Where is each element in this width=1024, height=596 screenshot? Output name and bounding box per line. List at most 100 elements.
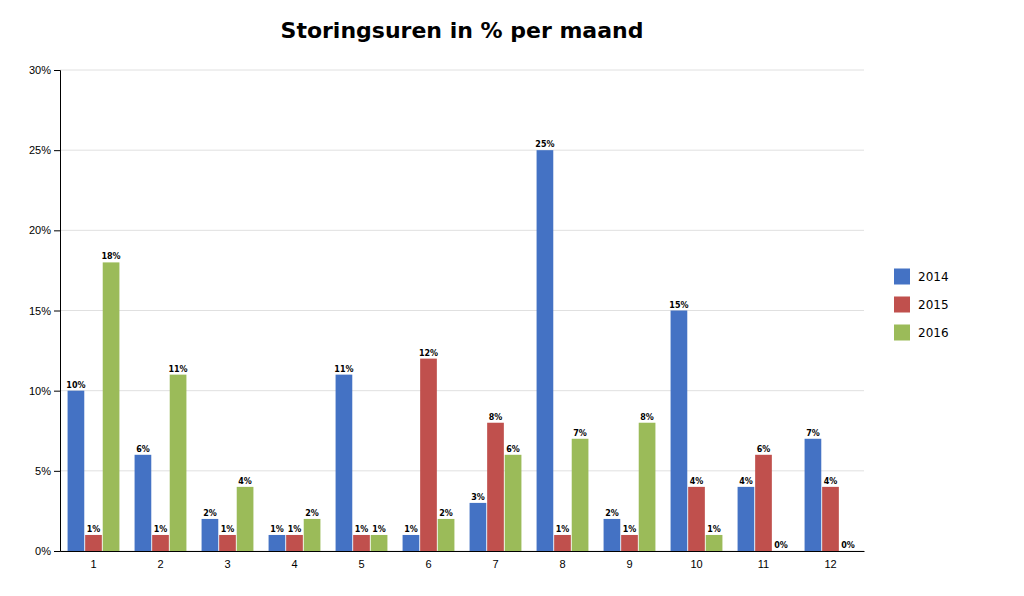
y-tick: 20% xyxy=(29,224,60,236)
x-tick: 3 xyxy=(224,558,230,570)
data-label: 1% xyxy=(372,525,386,534)
y-tick: 25% xyxy=(29,144,60,156)
x-tick-label: 8 xyxy=(559,558,565,570)
data-label: 7% xyxy=(806,429,820,438)
y-tick-mark xyxy=(54,150,60,151)
x-tick-label: 7 xyxy=(492,558,498,570)
grid xyxy=(60,70,864,551)
y-tick-mark xyxy=(54,70,60,71)
y-tick-label: 5% xyxy=(35,465,51,477)
x-tick: 9 xyxy=(626,558,632,570)
grid-line xyxy=(60,230,864,231)
chart: Storingsuren in % per maand10%6%2%1%11%1… xyxy=(0,0,1024,596)
bar xyxy=(103,262,120,551)
data-label: 6% xyxy=(506,445,520,454)
bar xyxy=(438,519,455,551)
bar xyxy=(170,375,187,551)
bar xyxy=(152,535,169,551)
y-tick-label: 15% xyxy=(29,305,51,317)
data-label: 2% xyxy=(203,509,217,518)
y-tick: 30% xyxy=(29,64,60,76)
legend-item: 2016 xyxy=(894,325,949,341)
bar xyxy=(286,535,303,551)
grid-line xyxy=(60,150,864,151)
x-tick-label: 12 xyxy=(824,558,836,570)
y-tick-label: 0% xyxy=(35,545,51,557)
title: Storingsuren in % per maand xyxy=(281,18,644,43)
legend-swatch xyxy=(894,325,910,341)
bar xyxy=(420,359,437,551)
data-label: 18% xyxy=(101,252,120,261)
bar xyxy=(604,519,621,551)
x-tick-label: 4 xyxy=(291,558,297,570)
legend-swatch xyxy=(894,297,910,313)
bar xyxy=(572,439,589,551)
x-tick: 5 xyxy=(358,558,364,570)
data-label: 11% xyxy=(334,365,353,374)
bar xyxy=(621,535,638,551)
bar xyxy=(237,487,254,551)
y-axis: 0% 5% 10% 15% 20% 25% 30% xyxy=(29,64,61,557)
x-tick: 2 xyxy=(157,558,163,570)
bar xyxy=(537,150,554,551)
grid-line xyxy=(60,70,864,71)
x-tick: 1 xyxy=(90,558,96,570)
bar xyxy=(219,535,236,551)
bar xyxy=(336,375,353,551)
data-label-series: 18%11%4%2%1%2%6%7%8%1%0%0% xyxy=(101,252,854,550)
plot: 10%6%2%1%11%1%3%25%2%15%4%7%1%1%1%1%1%12… xyxy=(29,64,865,570)
bar xyxy=(671,311,688,552)
data-label: 15% xyxy=(669,301,688,310)
x-tick-label: 11 xyxy=(758,558,769,570)
data-label: 4% xyxy=(690,477,704,486)
bar xyxy=(738,487,755,551)
data-label: 0% xyxy=(841,541,855,550)
bar xyxy=(822,487,839,551)
bar xyxy=(639,423,656,551)
data-label: 25% xyxy=(535,140,554,149)
data-label: 4% xyxy=(238,477,252,486)
y-tick: 5% xyxy=(35,465,60,477)
x-tick-label: 5 xyxy=(358,558,364,570)
y-tick-label: 10% xyxy=(29,385,51,397)
data-label: 1% xyxy=(87,525,101,534)
data-label: 2% xyxy=(305,509,319,518)
bar xyxy=(470,503,487,551)
bar xyxy=(487,423,504,551)
axis-domain xyxy=(54,71,61,552)
axis-domain xyxy=(61,551,865,552)
y-tick: 10% xyxy=(29,385,60,397)
bar xyxy=(805,439,822,551)
x-tick: 4 xyxy=(291,558,297,570)
data-label: 11% xyxy=(168,365,187,374)
bar xyxy=(706,535,723,551)
bar xyxy=(755,455,772,551)
legend: 2014 2015 2016 xyxy=(894,269,949,341)
bar-series xyxy=(103,262,723,551)
x-tick: 10 xyxy=(690,558,702,570)
data-label: 1% xyxy=(355,525,369,534)
data-labels: 10%6%2%1%11%1%3%25%2%15%4%7%1%1%1%1%1%12… xyxy=(66,140,855,550)
bars xyxy=(68,150,839,551)
data-label: 1% xyxy=(623,525,637,534)
x-tick: 8 xyxy=(559,558,565,570)
data-label-series: 10%6%2%1%11%1%3%25%2%15%4%7% xyxy=(66,140,819,534)
bar xyxy=(554,535,571,551)
data-label: 10% xyxy=(66,381,85,390)
data-label: 4% xyxy=(824,477,838,486)
legend-swatch xyxy=(894,269,910,285)
x-tick: 7 xyxy=(492,558,498,570)
y-tick-mark xyxy=(54,391,60,392)
x-tick: 6 xyxy=(425,558,431,570)
data-label: 0% xyxy=(774,541,788,550)
data-label: 6% xyxy=(757,445,771,454)
bar xyxy=(773,551,790,552)
bar xyxy=(403,535,420,551)
legend-item: 2014 xyxy=(894,269,949,285)
y-tick: 0% xyxy=(35,545,60,557)
legend-label: 2015 xyxy=(918,298,949,312)
data-label: 1% xyxy=(404,525,418,534)
data-label: 1% xyxy=(707,525,721,534)
data-label-series: 1%1%1%1%1%12%8%1%1%4%6%4% xyxy=(87,349,838,534)
y-tick-label: 20% xyxy=(29,224,51,236)
